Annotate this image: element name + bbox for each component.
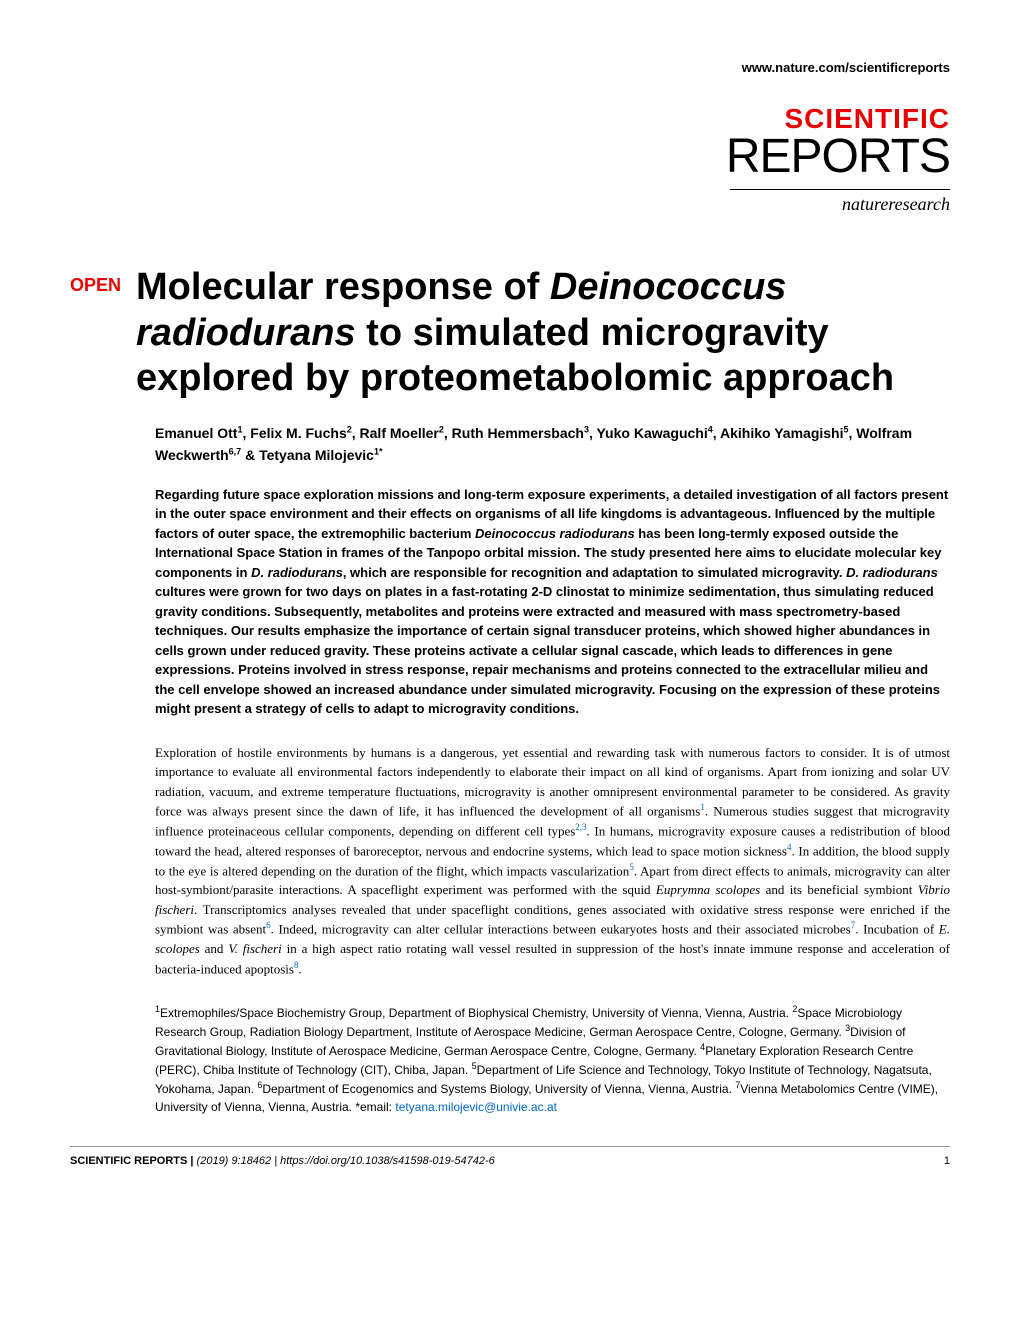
header-url: www.nature.com/scientificreports xyxy=(70,60,950,75)
page-footer: SCIENTIFIC REPORTS | (2019) 9:18462 | ht… xyxy=(70,1146,950,1167)
logo-reports: REPORTS xyxy=(70,133,950,181)
logo-divider xyxy=(730,189,950,190)
affiliations: 1Extremophiles/Space Biochemistry Group,… xyxy=(155,1003,950,1116)
body-paragraph: Exploration of hostile environments by h… xyxy=(155,743,950,979)
abstract: Regarding future space exploration missi… xyxy=(155,485,950,719)
footer-citation: SCIENTIFIC REPORTS | (2019) 9:18462 | ht… xyxy=(70,1155,495,1167)
footer-journal: SCIENTIFIC REPORTS | xyxy=(70,1155,193,1167)
logo-scientific: SCIENTIFIC xyxy=(70,105,950,133)
logo-nature: natureresearch xyxy=(70,194,950,215)
journal-logo: SCIENTIFIC REPORTS natureresearch xyxy=(70,105,950,215)
footer-citation-text: (2019) 9:18462 | https://doi.org/10.1038… xyxy=(197,1155,495,1167)
article-title: Molecular response of Deinococcus radiod… xyxy=(136,265,950,402)
open-access-badge: OPEN xyxy=(70,265,121,296)
authors-list: Emanuel Ott1, Felix M. Fuchs2, Ralf Moel… xyxy=(155,422,950,467)
footer-page-number: 1 xyxy=(944,1155,950,1167)
